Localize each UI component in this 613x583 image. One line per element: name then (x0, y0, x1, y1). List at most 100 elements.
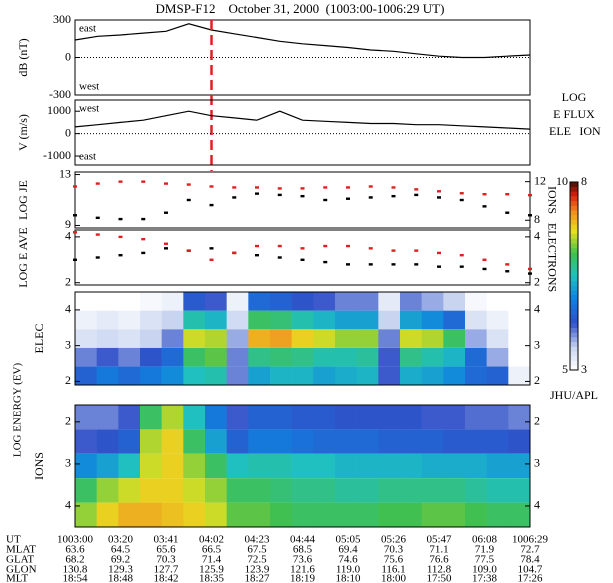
heat-cell (248, 329, 271, 348)
ut-label: 05:05 (335, 534, 361, 546)
ut-label: 04:44 (290, 534, 316, 546)
data-point (209, 203, 214, 207)
data-point (186, 183, 191, 186)
data-point (95, 216, 100, 220)
y-tick-label: 2 (65, 414, 71, 428)
heat-cell (226, 429, 249, 454)
heat-cell (313, 292, 336, 311)
heat-cell (486, 292, 509, 311)
heat-cell (356, 453, 379, 479)
heat-cell (486, 405, 509, 430)
data-line (74, 23, 531, 59)
heat-cell (378, 478, 401, 503)
data-point (186, 249, 191, 252)
data-point (209, 247, 214, 250)
heat-cell (313, 453, 336, 479)
data-point (164, 242, 168, 245)
data-point (95, 233, 100, 236)
heat-cell (291, 347, 314, 367)
footer-value: 18:00 (381, 573, 407, 583)
colorbar-cell (570, 182, 578, 187)
data-point (368, 196, 373, 199)
data-point (232, 186, 237, 189)
y-tick-label: 3 (65, 337, 71, 351)
ut-label: 04:02 (199, 534, 224, 546)
heat-cell (75, 405, 97, 430)
heat-cell (421, 310, 444, 330)
heat-cell (335, 347, 357, 367)
footer-value: 18:35 (199, 573, 225, 583)
data-point (505, 211, 510, 214)
footer-value: 18:10 (335, 573, 361, 583)
colorbar-tick-label: 10 (556, 174, 568, 188)
heat-cell (183, 429, 206, 454)
heat-cell (226, 502, 249, 527)
heat-cell (248, 347, 271, 367)
heat-cell (118, 502, 141, 527)
heat-cell (96, 453, 119, 479)
colorbar-cell (570, 351, 578, 357)
colorbar-cell (570, 191, 578, 197)
heat-cell (183, 502, 206, 527)
data-point (437, 251, 441, 255)
heat-cell (443, 429, 466, 454)
y-tick-label: 4 (534, 302, 540, 316)
heat-cell (270, 347, 292, 367)
heat-cell (75, 292, 97, 311)
y-tick-label: 2 (534, 414, 540, 428)
heat-cell (486, 366, 509, 385)
data-point (482, 267, 487, 271)
heat-cell (118, 453, 141, 479)
heat-cell (508, 405, 531, 430)
heat-cell (183, 347, 206, 367)
data-point (95, 182, 100, 185)
data-point (118, 235, 123, 239)
heat-cell (96, 478, 119, 503)
footer-value: 71.4 (202, 554, 222, 566)
heat-cell (140, 502, 162, 527)
colorbar-cell (570, 313, 578, 319)
y-axis-label: IONS (32, 452, 46, 480)
data-point (482, 205, 487, 208)
footer-value: 112.8 (427, 564, 452, 576)
footer-label: UT (6, 534, 21, 546)
colorbar-cell (570, 294, 578, 300)
y-tick-label: 4 (65, 302, 71, 316)
heat-cell (465, 347, 487, 367)
data-point (414, 193, 419, 197)
heat-cell (335, 366, 357, 385)
data-point (459, 192, 464, 195)
data-point (232, 196, 237, 199)
colorbar-cell (570, 323, 578, 328)
heat-cell (421, 347, 444, 367)
data-point (300, 194, 305, 198)
footer-value: 116.1 (381, 564, 405, 576)
heat-cell (443, 453, 466, 479)
data-point (73, 214, 77, 217)
footer-value: 63.6 (65, 544, 85, 556)
data-point (141, 237, 146, 241)
y-tick-label: 2 (65, 373, 71, 387)
colorbar-cell (570, 205, 578, 211)
y-axis-label: LOG E AVE (16, 227, 30, 287)
colorbar-cell (570, 243, 578, 249)
data-point (164, 247, 168, 250)
colorbar-cell (570, 210, 578, 216)
heat-cell (226, 478, 249, 503)
data-point (255, 192, 259, 195)
heat-cell (400, 292, 422, 311)
heat-cell (248, 405, 271, 430)
colorbar-cell (570, 318, 578, 324)
footer-value: 104.7 (518, 564, 543, 576)
heat-cell (161, 429, 184, 454)
heat-cell (335, 329, 357, 348)
heat-cell (486, 347, 509, 367)
colorbar-tick-label: 3 (581, 362, 587, 376)
heat-cell (421, 329, 444, 348)
y-tick-label: 3 (534, 337, 540, 351)
colorbar-cell (570, 285, 578, 291)
heat-cell (75, 366, 97, 385)
heat-cell (226, 329, 249, 348)
panel-frame (74, 291, 531, 386)
heat-cell (75, 329, 97, 348)
